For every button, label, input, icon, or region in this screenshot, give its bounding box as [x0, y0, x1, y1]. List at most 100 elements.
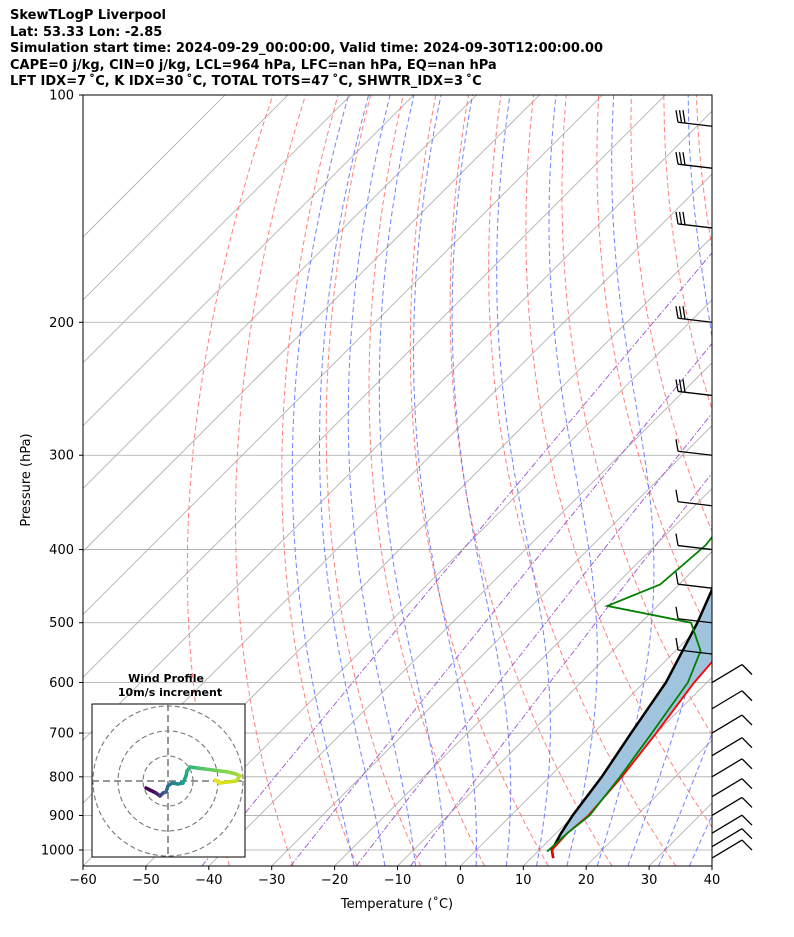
- isotherm: [334, 488, 712, 866]
- cin-shaded-area: [551, 589, 712, 859]
- moist-adiabat: [658, 731, 712, 866]
- wind-barb: [711, 663, 753, 684]
- wind-barb: [675, 110, 713, 127]
- moist-adiabat: [496, 95, 551, 866]
- wind-barb: [711, 690, 753, 710]
- dry-adiabat: [729, 95, 794, 866]
- moist-adiabat: [451, 95, 512, 866]
- y-tick-label: 200: [49, 316, 74, 331]
- x-tick-label: −20: [321, 873, 348, 888]
- moist-adiabat: [627, 95, 712, 866]
- wind-barb: [675, 533, 713, 551]
- y-tick-label: 300: [49, 449, 74, 464]
- isotherm: [523, 676, 712, 866]
- isotherm: [585, 739, 712, 866]
- wind-barb: [675, 489, 713, 507]
- x-tick-label: 10: [515, 873, 532, 888]
- isotherm: [397, 550, 712, 866]
- x-tick-label: 30: [641, 873, 658, 888]
- wind-barb: [711, 778, 753, 798]
- dry-adiabat: [235, 95, 306, 866]
- mixing-ratio-line: [201, 252, 712, 866]
- wind-barb: [675, 306, 713, 323]
- dry-adiabat: [525, 95, 712, 828]
- mixing-ratio-line: [355, 412, 712, 866]
- moist-adiabat: [291, 95, 355, 866]
- x-tick-label: −30: [258, 873, 285, 888]
- isotherm: [83, 95, 352, 364]
- isotherm: [83, 95, 603, 615]
- mixing-ratio-line: [290, 342, 712, 866]
- dry-adiabat: [409, 95, 549, 866]
- wind-barb: [711, 828, 753, 848]
- moist-adiabat: [319, 95, 386, 866]
- wind-barb: [711, 714, 753, 734]
- moist-adiabat: [548, 95, 598, 866]
- isotherm: [208, 362, 712, 866]
- y-tick-label: 400: [49, 543, 74, 558]
- inset-title: Wind Profile: [128, 672, 204, 685]
- chart-header: SkewTLogP Liverpool Lat: 53.33 Lon: -2.8…: [10, 8, 603, 91]
- dry-adiabat: [368, 95, 485, 866]
- isotherm: [460, 613, 712, 866]
- dry-adiabat: [762, 95, 794, 866]
- wind-barb: [675, 211, 713, 229]
- y-tick-label: 700: [49, 727, 74, 742]
- x-tick-label: 0: [456, 873, 464, 888]
- wind-barb: [675, 152, 713, 169]
- isotherm: [83, 110, 712, 741]
- hodograph-segment: [213, 778, 222, 785]
- dry-adiabat: [561, 95, 712, 736]
- dry-adiabat: [488, 95, 677, 866]
- dry-adiabat: [325, 95, 422, 866]
- y-tick-label: 900: [49, 809, 74, 824]
- isotherm: [83, 95, 540, 553]
- x-tick-label: −10: [384, 873, 411, 888]
- wind-barb: [711, 796, 753, 817]
- axes-layer: −60 −50 −40 −30 −20 −10 0 10 20 30 40 1000 900 800 700…: [41, 89, 720, 889]
- wind-barb: [675, 637, 713, 655]
- moist-adiabat: [347, 95, 416, 866]
- inset-subtitle: 10m/s increment: [118, 686, 222, 699]
- title-line-2: Lat: 53.33 Lon: -2.85: [10, 24, 163, 40]
- x-tick-label: −60: [69, 873, 96, 888]
- wind-profile-inset: Wind Profile 10m/s increment: [91, 672, 246, 858]
- series-layer: [546, 535, 712, 859]
- wind-barb: [711, 758, 753, 778]
- x-tick-label: −50: [132, 873, 159, 888]
- isotherm: [83, 95, 477, 490]
- wind-barb: [675, 439, 713, 456]
- wind-barb: [711, 814, 753, 834]
- y-tick-label: 1000: [41, 844, 74, 859]
- dewpoint-line: [546, 535, 712, 853]
- y-axis-label: Pressure (hPa): [19, 433, 34, 526]
- x-tick-label: 20: [578, 873, 595, 888]
- dry-adiabat: [663, 95, 712, 411]
- y-tick-label: 600: [49, 676, 74, 691]
- title-line-1: SkewTLogP Liverpool: [10, 8, 166, 23]
- isotherm: [83, 95, 289, 301]
- wind-barbs: [675, 110, 753, 859]
- x-axis-label: Temperature (˚C): [340, 896, 453, 912]
- isotherm: [83, 95, 666, 678]
- moist-adiabat: [378, 95, 447, 866]
- title-line-3: Simulation start time: 2024-09-29_00:00:…: [10, 41, 603, 56]
- dry-adiabat: [281, 95, 358, 866]
- wind-barb: [711, 737, 753, 757]
- title-line-4: CAPE=0 j/kg, CIN=0 j/kg, LCL=964 hPa, LF…: [10, 57, 497, 73]
- x-tick-label: 40: [704, 873, 721, 888]
- isotherm: [145, 299, 712, 866]
- isotherm: [271, 425, 712, 866]
- wind-barb: [711, 839, 753, 859]
- isotherm: [83, 95, 414, 427]
- inset-content: [92, 704, 245, 857]
- moist-adiabat: [720, 95, 794, 866]
- wind-barb: [675, 606, 713, 624]
- isotherm: [711, 865, 712, 866]
- moist-adiabat: [412, 95, 477, 866]
- dry-adiabat: [449, 95, 613, 866]
- wind-barb: [675, 572, 713, 589]
- moist-adiabat: [596, 95, 655, 866]
- parcel-profile-line: [550, 586, 712, 859]
